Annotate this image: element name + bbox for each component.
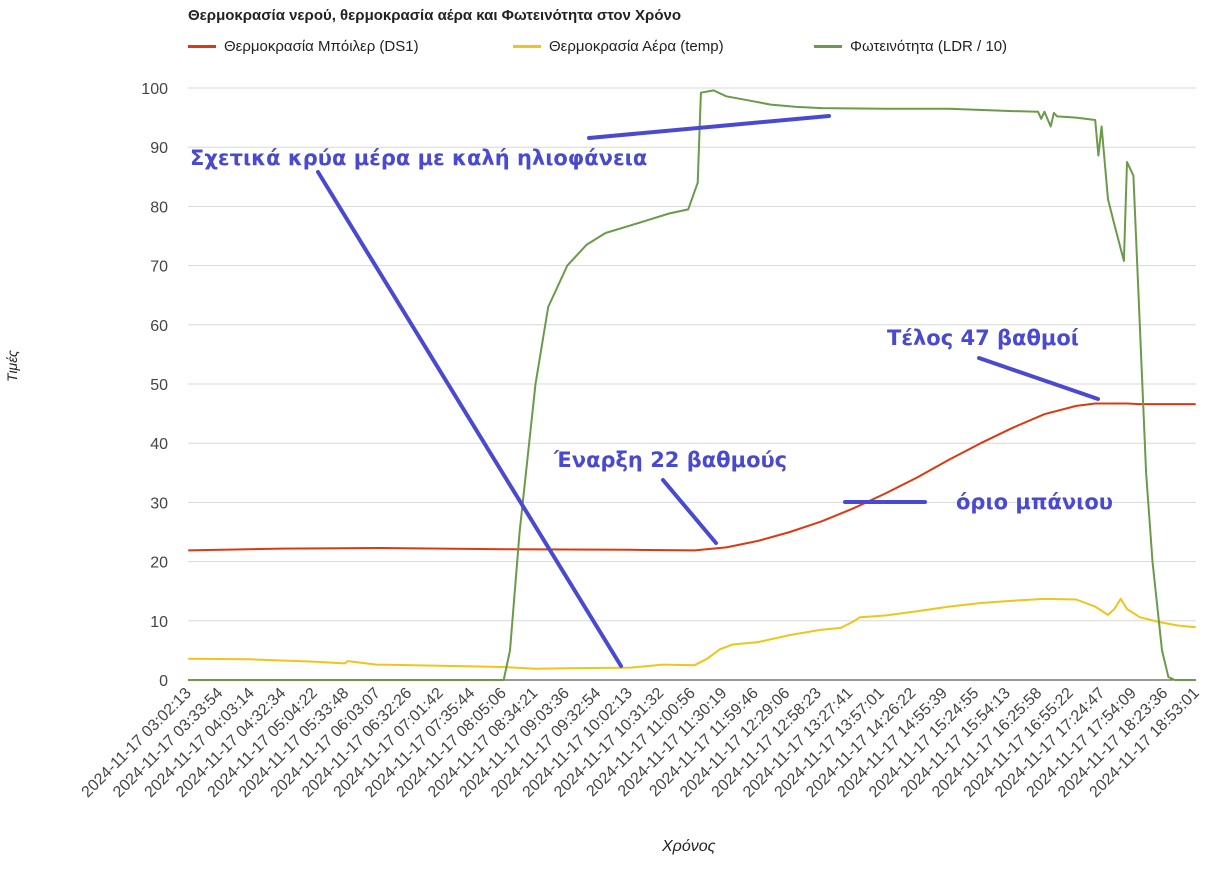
chart-title: Θερμοκρασία νερού, θερμοκρασία αέρα και … <box>188 7 681 24</box>
annotation-sunny-day-text: Σχετικά κρύα μέρα με καλή ηλιοφάνεια <box>190 146 647 170</box>
annotation-end-temp-arrow <box>977 356 1100 401</box>
series-boiler-line <box>188 402 1196 552</box>
legend-item-light[interactable]: Φωτεινότητα (LDR / 10) <box>814 38 1007 55</box>
x-axis-label: Χρόνος <box>662 838 716 855</box>
legend-item-boiler[interactable]: Θερμοκρασία Μπόιλερ (DS1) <box>188 38 419 55</box>
y-tick-label: 10 <box>150 614 168 631</box>
series-air-line <box>188 597 1196 670</box>
annotation-sunny-day-arrow-down <box>316 170 623 668</box>
legend-swatch-boiler <box>188 45 216 48</box>
legend-label-air: Θερμοκρασία Αέρα (temp) <box>549 38 724 55</box>
y-tick-label: 70 <box>150 259 168 276</box>
annotation-start-temp-text: Έναρξη 22 βαθμούς <box>553 448 787 472</box>
y-tick-label: 100 <box>141 81 168 98</box>
y-tick-label: 30 <box>150 495 168 512</box>
annotation-end-temp-text: Τέλος 47 βαθμοί <box>887 326 1079 350</box>
y-tick-label: 90 <box>150 140 168 157</box>
y-tick-label: 50 <box>150 377 168 394</box>
annotation-start-temp-arrow <box>661 478 718 545</box>
y-tick-label: 80 <box>150 199 168 216</box>
annotation-sunny-day-arrow-light <box>587 114 831 140</box>
y-tick-label: 40 <box>150 436 168 453</box>
annotation-bath-limit-text: όριο μπάνιου <box>956 490 1113 514</box>
y-tick-label: 0 <box>159 673 168 690</box>
y-tick-label: 20 <box>150 555 168 572</box>
legend-swatch-light <box>814 45 842 48</box>
legend-label-boiler: Θερμοκρασία Μπόιλερ (DS1) <box>224 38 419 55</box>
y-tick-label: 60 <box>150 318 168 335</box>
legend-label-light: Φωτεινότητα (LDR / 10) <box>850 38 1008 55</box>
legend-swatch-air <box>513 45 541 48</box>
legend-item-air[interactable]: Θερμοκρασία Αέρα (temp) <box>513 38 724 55</box>
series-light-line <box>188 89 1196 681</box>
